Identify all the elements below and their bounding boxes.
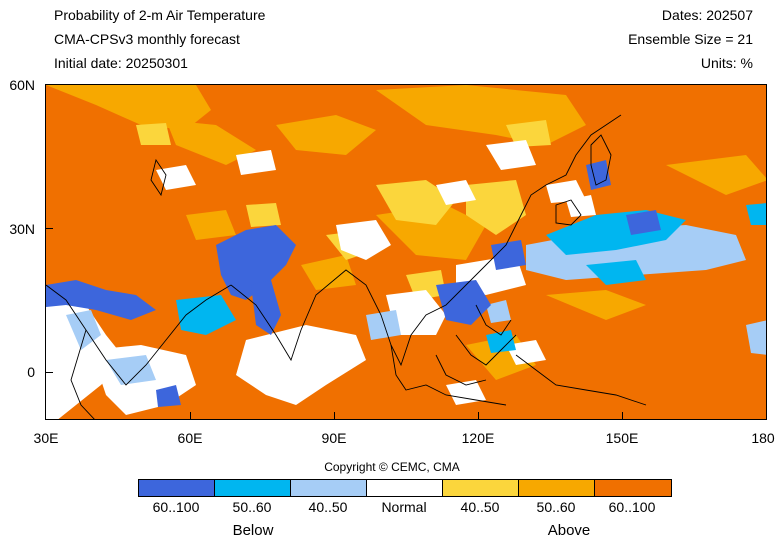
lon-tick-60e xyxy=(190,412,191,420)
lat-label-30n: 30N xyxy=(9,221,35,237)
lat-tick-0 xyxy=(45,372,53,373)
lat-label-0: 0 xyxy=(27,364,35,380)
legend-below-label: Below xyxy=(232,522,274,539)
map-canvas xyxy=(46,85,766,419)
legend-label-above-60-100: 60..100 xyxy=(608,499,656,515)
legend-box-below-50-60 xyxy=(215,480,291,496)
legend-box-below-60-100 xyxy=(139,480,215,496)
coastlines xyxy=(46,114,647,419)
lat-label-60n: 60N xyxy=(9,77,35,93)
lon-tick-150e xyxy=(622,412,623,420)
probability-map xyxy=(45,84,767,420)
legend-label-above-40-50: 40..50 xyxy=(460,499,500,515)
legend-above-label: Above xyxy=(547,522,591,539)
units-label: Units: % xyxy=(700,55,753,71)
lon-label-150e: 150E xyxy=(605,430,639,446)
model-label: CMA-CPSv3 monthly forecast xyxy=(54,31,240,47)
legend-label-above-50-60: 50..60 xyxy=(536,499,576,515)
copyright-notice: Copyright © CEMC, CMA xyxy=(324,460,460,474)
legend-box-above-60-100 xyxy=(595,480,671,496)
legend-label-normal: Normal xyxy=(381,499,427,515)
legend-label-below-50-60: 50..60 xyxy=(232,499,272,515)
legend-colorbar xyxy=(138,479,672,497)
legend-box-below-40-50 xyxy=(291,480,367,496)
map-title: Probability of 2-m Air Temperature xyxy=(54,7,266,23)
initial-date-label: Initial date: 20250301 xyxy=(54,55,188,71)
lon-tick-90e xyxy=(334,412,335,420)
lon-label-30e: 30E xyxy=(33,430,59,446)
lon-tick-120e xyxy=(478,412,479,420)
lat-tick-30n xyxy=(45,228,53,229)
lon-label-60e: 60E xyxy=(177,430,203,446)
lat-tick-60n xyxy=(45,84,53,85)
dates-label: Dates: 202507 xyxy=(661,7,753,23)
legend-label-below-40-50: 40..50 xyxy=(308,499,348,515)
ensemble-size-label: Ensemble Size = 21 xyxy=(628,31,753,47)
lon-label-90e: 90E xyxy=(321,430,347,446)
field-below-60-100 xyxy=(46,160,661,407)
legend-box-normal xyxy=(367,480,443,496)
lon-label-180: 180 xyxy=(751,430,775,446)
legend-box-above-40-50 xyxy=(443,480,519,496)
legend-label-below-60-100: 60..100 xyxy=(152,499,200,515)
legend-box-above-50-60 xyxy=(519,480,595,496)
lon-label-120e: 120E xyxy=(461,430,495,446)
